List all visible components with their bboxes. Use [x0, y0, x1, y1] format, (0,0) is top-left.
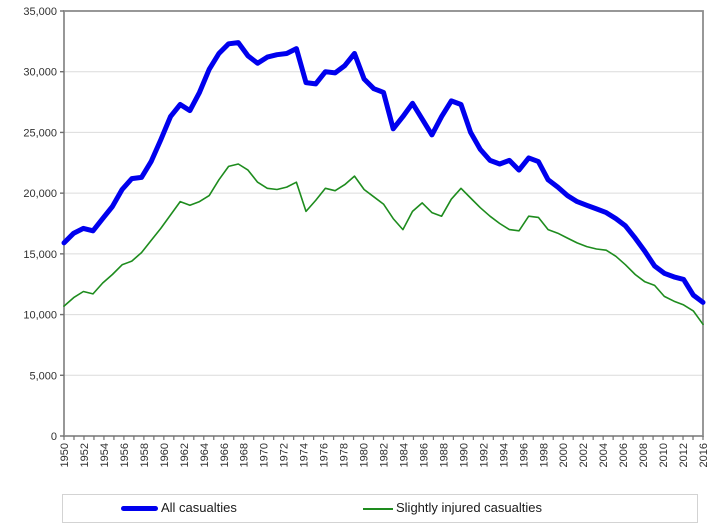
x-tick-label: 1950: [59, 443, 71, 467]
y-tick-label: 5,000: [29, 370, 57, 382]
plot-border: [63, 10, 704, 437]
x-tick-label: 2002: [578, 443, 590, 467]
x-tick-label: 2000: [558, 443, 570, 467]
x-tick-label: 1976: [319, 443, 331, 467]
x-tick-label: 1984: [398, 443, 410, 467]
x-tick-label: 2016: [698, 443, 710, 467]
x-tick-label: 1986: [418, 443, 430, 467]
x-tick-label: 1980: [359, 443, 371, 467]
all-casualties-line-sample: [121, 506, 158, 511]
x-tick-label: 1988: [438, 443, 450, 467]
x-tick-label: 1994: [498, 443, 510, 467]
x-tick-label: 2010: [658, 443, 670, 467]
x-tick-label: 1970: [259, 443, 271, 467]
x-tick-label: 1962: [179, 443, 191, 467]
slightly-injured-line-sample: [363, 508, 393, 510]
y-tick-label: 10,000: [23, 310, 57, 322]
x-tick-label: 2006: [618, 443, 630, 467]
y-tick-label: 0: [51, 431, 57, 443]
series-line-all-casualties: [61, 40, 706, 305]
y-tick-label: 35,000: [23, 6, 57, 18]
x-tick-label: 1960: [159, 443, 171, 467]
x-tick-label: 2004: [598, 443, 610, 467]
x-tick-label: 1998: [538, 443, 550, 467]
x-tick-label: 1966: [219, 443, 231, 467]
y-tick-label: 30,000: [23, 67, 57, 79]
x-tick-label: 1956: [119, 443, 131, 467]
x-tick-label: 1982: [379, 443, 391, 467]
y-tick-label: 15,000: [23, 249, 57, 261]
x-tick-label: 2008: [638, 443, 650, 467]
x-tick-label: 1974: [299, 443, 311, 467]
x-tick-label: 1958: [139, 443, 151, 467]
series-line-slightly-injured-casualties: [63, 163, 704, 326]
x-tick-label: 1990: [458, 443, 470, 467]
x-tick-label: 1964: [199, 443, 211, 467]
x-tick-label: 1952: [79, 443, 91, 467]
x-tick-label: 1954: [99, 443, 111, 467]
x-tick-label: 1996: [518, 443, 530, 467]
x-tick-label: 1968: [239, 443, 251, 467]
y-tick-label: 25,000: [23, 127, 57, 139]
x-tick-label: 2012: [678, 443, 690, 467]
chart-legend: All casualties Slightly injured casualti…: [62, 494, 698, 523]
y-tick-label: 20,000: [23, 188, 57, 200]
x-tick-label: 1978: [339, 443, 351, 467]
x-tick-label: 1992: [478, 443, 490, 467]
x-tick-label: 1972: [279, 443, 291, 467]
legend-label: All casualties: [161, 500, 237, 515]
legend-label: Slightly injured casualties: [396, 500, 542, 515]
